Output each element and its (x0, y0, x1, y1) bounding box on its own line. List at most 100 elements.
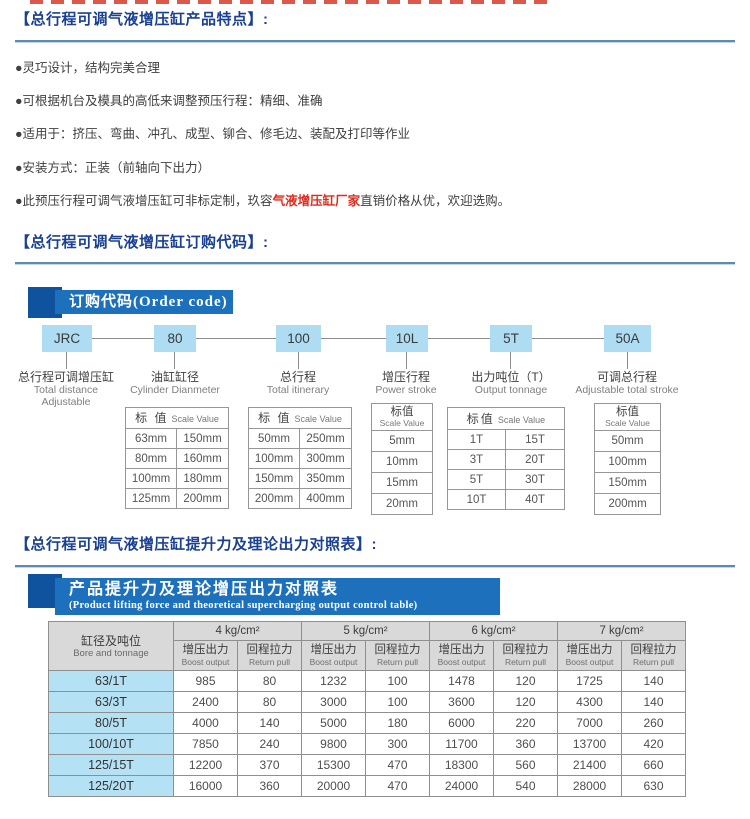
value-cell: 4000 (173, 712, 238, 734)
value-cell: 140 (237, 712, 302, 734)
section-title-output-table: 【总行程可调气液增压缸提升力及理论出力对照表】: (15, 536, 377, 553)
cell: 10mm (371, 451, 433, 473)
feature-bullet: ●灵巧设计，结构完美合理 (15, 61, 161, 75)
cell: 5T (447, 469, 506, 490)
code-label-en: Power stroke (375, 384, 437, 396)
scale-table-tonnage: 标值 Scale Value 1T 15T 3T 20T 5T 30T 10T 40T (447, 407, 565, 510)
value-cell: 560 (493, 754, 558, 776)
feature-bullet-note: ●此预压行程可调气液增压缸可非标定制，玖容气液增压缸厂家直销价格从优，欢迎选购。 (15, 190, 510, 209)
code-label-tonnage: 出力吨位（T） Output tonnage (441, 370, 581, 396)
connector-stub (406, 352, 407, 369)
cell: 3T (447, 449, 506, 470)
value-cell: 1478 (429, 670, 494, 692)
cell: 100mm (248, 448, 300, 469)
cell: 15T (505, 429, 565, 450)
code-label-stroke: 总行程 Total itinerary (228, 370, 368, 396)
value-cell: 28000 (557, 775, 622, 797)
value-cell: 4300 (557, 691, 622, 713)
table-row: 50mm 250mm (248, 428, 352, 449)
value-cell: 12200 (173, 754, 238, 776)
value-cell: 6000 (429, 712, 494, 734)
value-cell: 300 (365, 733, 430, 755)
value-cell: 1725 (557, 670, 622, 692)
code-label-en: Total distance (33, 384, 99, 396)
table-row: 125mm 200mm (125, 488, 229, 509)
cell: 1T (447, 429, 506, 450)
code-label-en: Adjustable (41, 396, 91, 408)
cell: 63mm (125, 428, 177, 449)
code-box-adjustable: 50A (604, 325, 651, 352)
table-subheader-row: 增压出力 Boost output 回程拉力 Return pull 增压出力 Boo… (49, 640, 686, 671)
connector-stub (174, 352, 175, 369)
value-cell: 16000 (173, 775, 238, 797)
model-cell: 100/10T (48, 733, 174, 755)
cropped-text-fragment (30, 0, 555, 4)
table-row: 125/20T 16000 360 20000 470 24000 540 28… (48, 775, 686, 797)
scale-table-header: 标 值 Scale Value (248, 407, 352, 429)
value-cell: 420 (621, 733, 686, 755)
value-cell: 11700 (429, 733, 494, 755)
subheader-return: 回程拉力 Return pull (621, 640, 686, 671)
code-label-en: Cylinder Dianmeter (130, 384, 220, 396)
sub-en: Return pull (504, 657, 547, 667)
cell: 150mm (594, 472, 661, 494)
connector-stub (66, 352, 67, 369)
cell: 200mm (248, 488, 300, 509)
feature-bullet: ●安装方式：正装（前轴向下出力） (15, 161, 211, 175)
value-cell: 660 (621, 754, 686, 776)
sub-en: Boost output (181, 657, 230, 667)
scale-table-header: 标值 Scale Value (371, 403, 433, 431)
scale-header-zh: 标值 (616, 406, 639, 418)
order-code-banner: 订购代码(Order code) (55, 290, 233, 314)
value-cell: 7850 (173, 733, 238, 755)
table-row: 50mm (594, 430, 661, 452)
order-code-connector-line (66, 338, 627, 339)
code-label-en: Output tonnage (474, 384, 548, 396)
value-cell: 260 (621, 712, 686, 734)
table-row: 63/1T 985 80 1232 100 1478 120 1725 140 (48, 670, 686, 692)
table-row: 1T 15T (447, 429, 565, 450)
value-cell: 100 (365, 670, 430, 692)
subheader-boost: 增压出力 Boost output (173, 640, 238, 671)
value-cell: 630 (621, 775, 686, 797)
value-cell: 15300 (301, 754, 366, 776)
table-header-row: 缸径及吨位 Bore and tonnage 4 kg/cm² 5 kg/cm²… (48, 621, 686, 671)
sub-zh: 回程拉力 (630, 644, 677, 656)
value-cell: 80 (237, 691, 302, 713)
subheader-boost: 增压出力 Boost output (429, 640, 494, 671)
cell: 50mm (248, 428, 300, 449)
table-row: 125/15T 12200 370 15300 470 18300 560 21… (48, 754, 686, 776)
value-cell: 360 (493, 733, 558, 755)
cell: 250mm (299, 428, 352, 449)
value-cell: 370 (237, 754, 302, 776)
note-post: 直销价格从优，欢迎选购。 (360, 194, 511, 208)
model-cell: 80/5T (48, 712, 174, 734)
subheader-return: 回程拉力 Return pull (365, 640, 430, 671)
scale-table-header: 标值 Scale Value (447, 407, 565, 430)
code-label-bore: 油缸缸径 Cylinder Dianmeter (105, 370, 245, 396)
model-cell: 125/15T (48, 754, 174, 776)
cell: 160mm (176, 448, 229, 469)
cell: 10T (447, 489, 506, 510)
table-row: 200mm (594, 493, 661, 515)
code-label-zh: 总行程可调增压缸 (17, 370, 114, 384)
value-cell: 220 (493, 712, 558, 734)
corner-zh: 缸径及吨位 (80, 633, 141, 648)
sub-zh: 增压出力 (566, 644, 613, 656)
model-cell: 63/3T (48, 691, 174, 713)
scale-table-adjustable: 标值 Scale Value 50mm 100mm 150mm 200mm (594, 403, 661, 515)
value-cell: 470 (365, 775, 430, 797)
cell: 300mm (299, 448, 352, 469)
model-cell: 63/1T (48, 670, 174, 692)
sub-zh: 回程拉力 (502, 644, 549, 656)
cell: 180mm (176, 468, 229, 489)
scale-header-en: Scale Value (379, 418, 425, 428)
value-cell: 140 (621, 670, 686, 692)
sub-zh: 增压出力 (310, 644, 357, 656)
value-cell: 24000 (429, 775, 494, 797)
value-cell: 21400 (557, 754, 622, 776)
manufacturer-link[interactable]: 气液增压缸厂家 (272, 194, 361, 208)
banner-title-zh: 产品提升力及理论增压出力对照表 (69, 581, 340, 598)
value-cell: 120 (493, 670, 558, 692)
